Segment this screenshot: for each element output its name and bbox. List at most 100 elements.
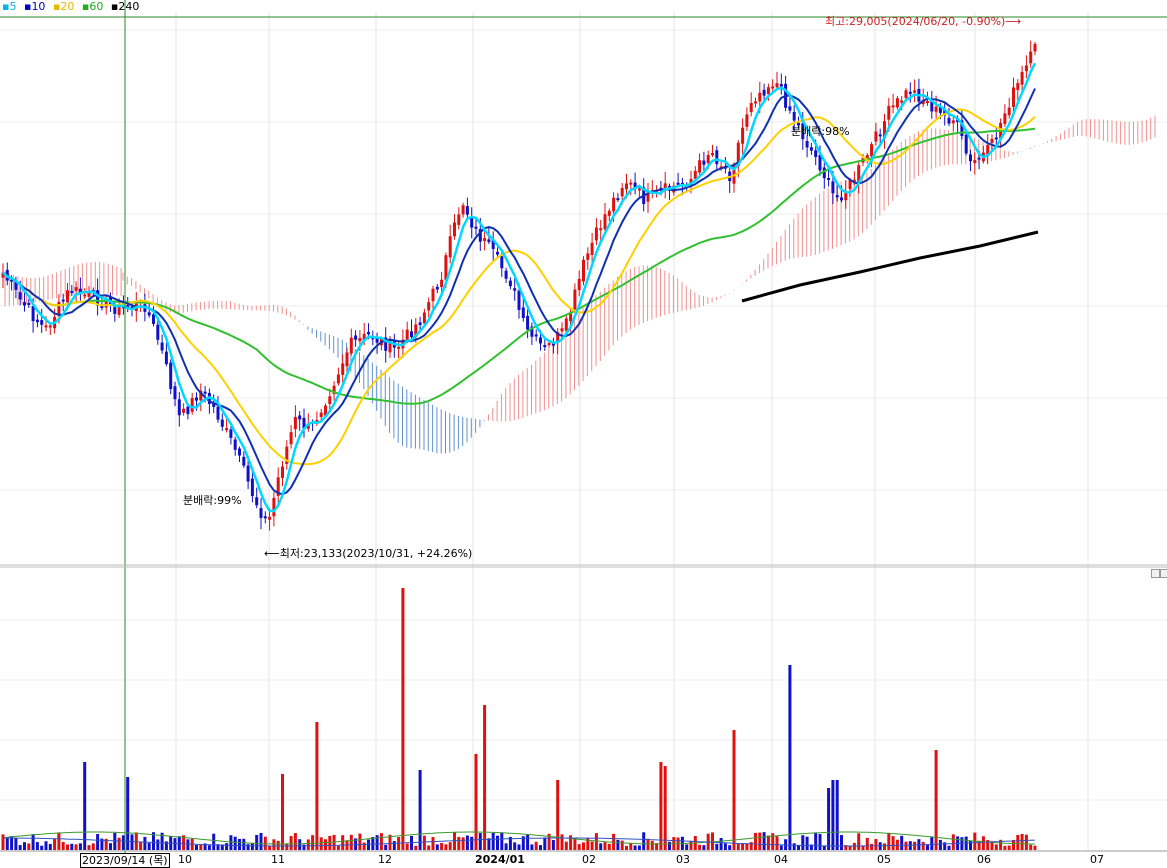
volume-bar bbox=[422, 835, 426, 850]
legend-ma240: ▪240 bbox=[110, 0, 140, 13]
candle bbox=[1016, 79, 1020, 102]
candle bbox=[220, 413, 224, 431]
volume-bar bbox=[586, 837, 590, 850]
volume-bar bbox=[272, 839, 276, 850]
volume-bar bbox=[642, 832, 646, 850]
candle bbox=[728, 164, 732, 193]
candle bbox=[246, 459, 250, 490]
candle bbox=[448, 224, 452, 264]
candle bbox=[474, 218, 478, 236]
volume-bar bbox=[818, 834, 822, 850]
volume-bar bbox=[569, 835, 573, 850]
volume-bar bbox=[384, 844, 388, 850]
volume-bar bbox=[255, 834, 259, 850]
volume-bar bbox=[392, 841, 396, 850]
candle bbox=[607, 208, 611, 222]
candle bbox=[629, 179, 633, 196]
volume-bar bbox=[814, 832, 818, 850]
volume-bar bbox=[766, 835, 770, 850]
volume-bar bbox=[448, 842, 452, 850]
candle bbox=[745, 107, 749, 132]
candle bbox=[754, 97, 757, 108]
candle bbox=[543, 339, 547, 351]
volume-bar bbox=[981, 836, 985, 850]
candle bbox=[999, 118, 1003, 149]
candle bbox=[40, 308, 44, 333]
volume-bar bbox=[870, 843, 874, 850]
candle bbox=[461, 202, 465, 218]
volume-bar bbox=[715, 843, 719, 850]
volume-bar bbox=[362, 842, 366, 850]
volume-bar bbox=[986, 840, 990, 850]
volume-bar bbox=[216, 844, 220, 850]
pane-close-icon[interactable] bbox=[1160, 569, 1167, 578]
candle bbox=[190, 392, 194, 415]
candle bbox=[457, 207, 461, 230]
volume-bar bbox=[100, 838, 104, 850]
candle bbox=[336, 367, 340, 386]
candle bbox=[693, 166, 697, 182]
volume-bar bbox=[698, 844, 702, 850]
volume-bar bbox=[1024, 834, 1028, 850]
volume-bar bbox=[994, 844, 998, 850]
candle bbox=[341, 354, 345, 384]
volume-bar bbox=[779, 845, 783, 850]
candle bbox=[749, 92, 753, 117]
volume-bar bbox=[736, 843, 740, 850]
candle bbox=[199, 383, 203, 412]
candle bbox=[646, 182, 650, 213]
volume-bar bbox=[212, 833, 216, 850]
volume-bar bbox=[160, 832, 164, 850]
volume-bar bbox=[324, 839, 327, 850]
volume-bar bbox=[934, 750, 938, 850]
candle bbox=[78, 277, 82, 301]
volume-bar bbox=[23, 842, 26, 850]
candle bbox=[990, 134, 994, 151]
volume-bar bbox=[500, 832, 504, 850]
candle bbox=[298, 411, 302, 431]
volume-bar bbox=[895, 839, 899, 850]
candle bbox=[250, 468, 254, 503]
candle bbox=[779, 73, 783, 95]
volume-bar bbox=[298, 839, 302, 850]
volume-bar bbox=[358, 833, 362, 850]
candle bbox=[711, 144, 714, 157]
volume-bar bbox=[281, 774, 284, 850]
candle bbox=[788, 97, 792, 114]
volume-bar bbox=[328, 835, 332, 850]
volume-bar bbox=[388, 834, 392, 850]
candle bbox=[255, 487, 259, 509]
candle bbox=[414, 318, 418, 343]
ichimoku-cloud bbox=[4, 115, 1156, 454]
volume-bar bbox=[259, 832, 263, 850]
candle bbox=[741, 118, 745, 155]
candle bbox=[160, 334, 164, 354]
volume-bar bbox=[418, 770, 422, 850]
candle bbox=[865, 152, 869, 164]
volume-bar bbox=[977, 840, 981, 850]
candle bbox=[633, 172, 637, 195]
volume-bar bbox=[809, 844, 813, 850]
volume-bar bbox=[379, 833, 383, 850]
candle bbox=[1020, 65, 1024, 93]
candle bbox=[599, 219, 603, 242]
volume-bar bbox=[27, 843, 31, 850]
volume-bar bbox=[109, 843, 112, 850]
candle bbox=[663, 171, 667, 199]
candle bbox=[156, 318, 160, 345]
candle bbox=[418, 316, 422, 330]
volume-bar bbox=[689, 841, 693, 850]
volume-bar bbox=[822, 845, 826, 850]
candle bbox=[491, 231, 495, 261]
candle bbox=[895, 95, 899, 110]
volume-bar bbox=[285, 843, 289, 850]
candle bbox=[921, 88, 925, 108]
volume-bar bbox=[66, 844, 69, 850]
candle bbox=[173, 381, 177, 407]
pane-minimize-icon[interactable] bbox=[1151, 569, 1160, 578]
candle bbox=[534, 329, 538, 342]
candle bbox=[1012, 77, 1015, 112]
volume-bar bbox=[969, 840, 972, 850]
candle bbox=[242, 451, 246, 468]
volume-bar bbox=[874, 839, 878, 850]
